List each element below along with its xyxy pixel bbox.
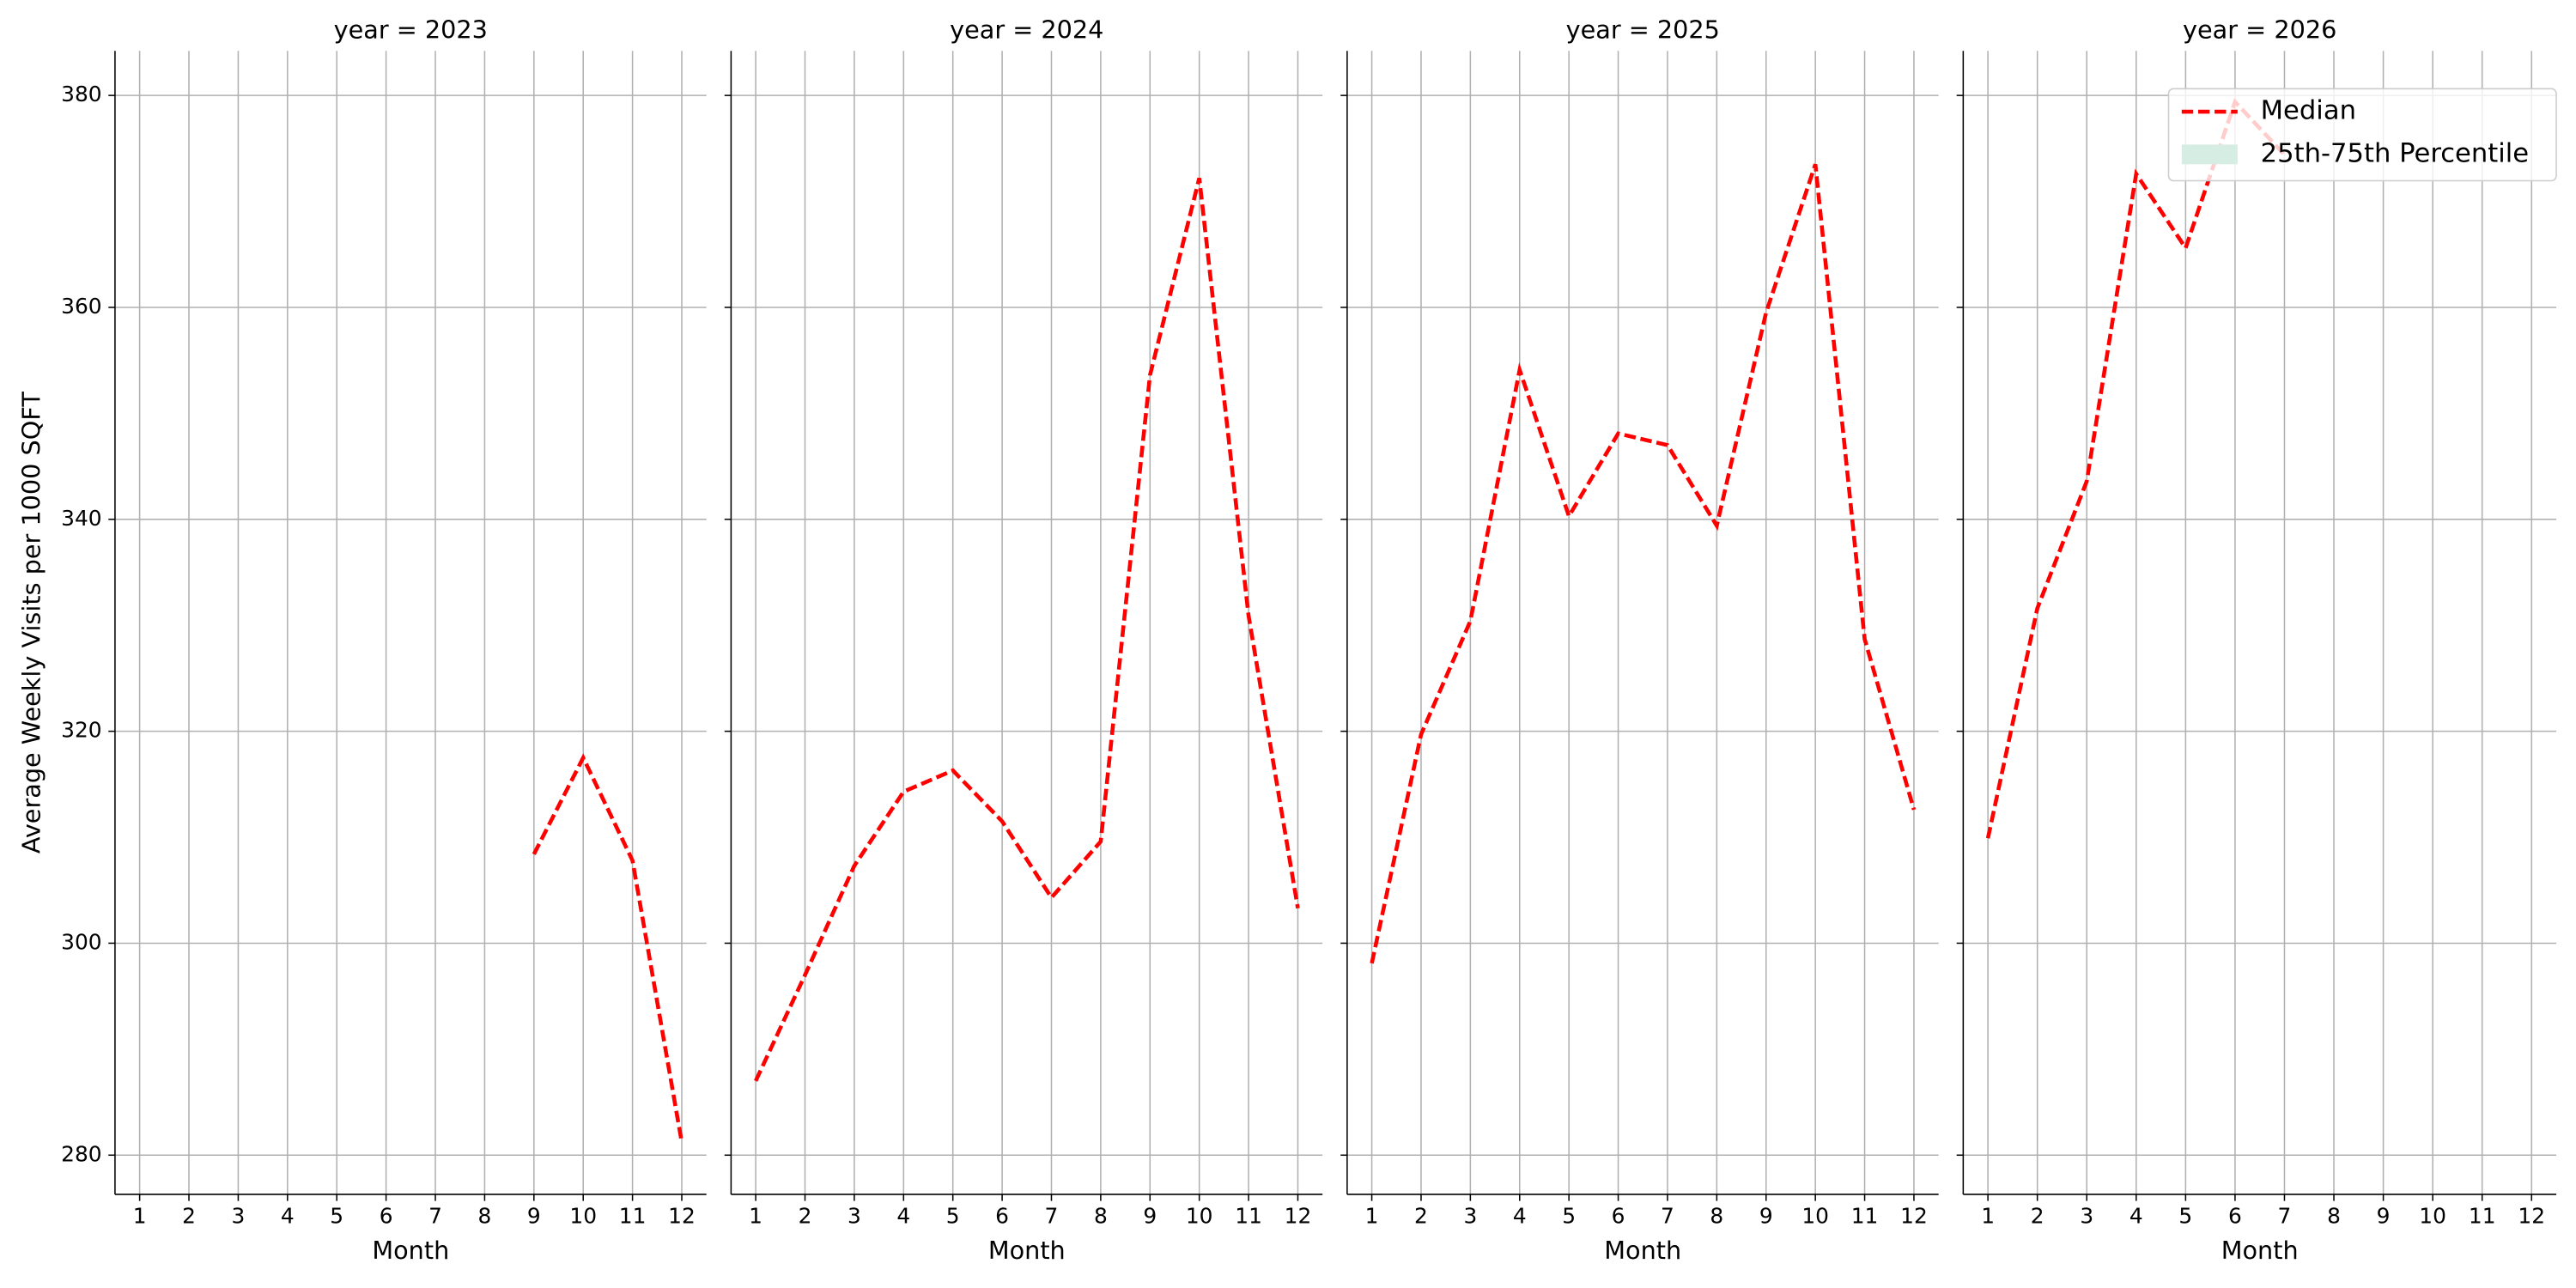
x-tick-label: 5 [330, 1204, 343, 1229]
x-tick-label: 11 [619, 1204, 647, 1229]
x-tick-label: 8 [1094, 1204, 1108, 1229]
x-tick-label: 7 [2278, 1204, 2292, 1229]
x-tick-label: 3 [232, 1204, 246, 1229]
x-tick-label: 3 [1463, 1204, 1477, 1229]
x-tick-label: 11 [1235, 1204, 1262, 1229]
y-tick-label: 340 [61, 506, 101, 531]
x-axis-label: Month [2221, 1236, 2299, 1265]
y-axis-label: Average Weekly Visits per 1000 SQFT [16, 392, 46, 854]
median-line [754, 177, 1300, 1082]
x-tick-label: 6 [1612, 1204, 1625, 1229]
y-tick-label: 320 [61, 718, 101, 743]
x-axis-label: Month [1604, 1236, 1681, 1265]
y-tick-label: 300 [61, 929, 101, 954]
x-tick-label: 12 [1285, 1204, 1312, 1229]
x-tick-label: 9 [527, 1204, 541, 1229]
y-tick-label: 360 [61, 294, 101, 319]
median-line [532, 753, 684, 1143]
x-tick-label: 2 [1414, 1204, 1428, 1229]
x-tick-label: 5 [946, 1204, 960, 1229]
x-tick-label: 7 [1045, 1204, 1059, 1229]
x-axis-label: Month [988, 1236, 1066, 1265]
x-tick-label: 5 [1562, 1204, 1576, 1229]
x-tick-label: 11 [1851, 1204, 1879, 1229]
x-tick-label: 3 [848, 1204, 861, 1229]
x-tick-label: 1 [749, 1204, 762, 1229]
x-tick-label: 2 [799, 1204, 812, 1229]
panel-title: year = 2025 [1566, 15, 1720, 44]
x-tick-label: 7 [428, 1204, 442, 1229]
x-tick-label: 3 [2080, 1204, 2093, 1229]
x-tick-label: 1 [133, 1204, 147, 1229]
x-tick-label: 4 [281, 1204, 295, 1229]
x-tick-label: 9 [1759, 1204, 1773, 1229]
x-tick-label: 2 [182, 1204, 196, 1229]
x-tick-label: 4 [896, 1204, 910, 1229]
x-tick-label: 2 [2031, 1204, 2044, 1229]
legend-box [2167, 88, 2557, 182]
x-tick-label: 5 [2178, 1204, 2192, 1229]
x-tick-label: 11 [2469, 1204, 2496, 1229]
x-tick-label: 12 [668, 1204, 696, 1229]
legend-label: Median [2261, 96, 2356, 126]
x-tick-label: 12 [1900, 1204, 1928, 1229]
x-tick-label: 6 [2228, 1204, 2242, 1229]
x-tick-label: 10 [569, 1204, 597, 1229]
x-tick-label: 6 [380, 1204, 393, 1229]
x-tick-label: 12 [2518, 1204, 2545, 1229]
x-tick-label: 8 [2327, 1204, 2341, 1229]
y-tick-label: 280 [61, 1141, 101, 1166]
panel-title: year = 2023 [334, 15, 488, 44]
x-tick-label: 1 [1981, 1204, 1995, 1229]
x-tick-label: 8 [1710, 1204, 1723, 1229]
median-line [1370, 163, 1917, 964]
x-tick-label: 8 [477, 1204, 491, 1229]
panel-title: year = 2026 [2183, 15, 2336, 44]
x-axis-label: Month [372, 1236, 449, 1265]
x-tick-label: 6 [995, 1204, 1009, 1229]
x-tick-label: 10 [1186, 1204, 1213, 1229]
legend-label: 25th-75th Percentile [2261, 138, 2530, 168]
x-tick-label: 9 [1143, 1204, 1157, 1229]
panel-title: year = 2024 [950, 15, 1103, 44]
x-tick-label: 9 [2377, 1204, 2391, 1229]
x-tick-label: 7 [1661, 1204, 1674, 1229]
x-tick-label: 4 [1513, 1204, 1527, 1229]
x-tick-label: 1 [1365, 1204, 1379, 1229]
legend-patch [2181, 144, 2238, 165]
x-tick-label: 4 [2129, 1204, 2143, 1229]
y-tick-label: 380 [61, 82, 101, 106]
x-tick-label: 10 [2419, 1204, 2446, 1229]
x-tick-label: 10 [1801, 1204, 1829, 1229]
